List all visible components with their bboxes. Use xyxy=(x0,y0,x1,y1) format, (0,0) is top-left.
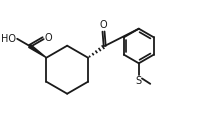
Polygon shape xyxy=(29,45,46,58)
Text: HO: HO xyxy=(1,34,16,44)
Text: O: O xyxy=(100,20,107,30)
Text: O: O xyxy=(45,33,52,43)
Text: S: S xyxy=(136,76,142,86)
